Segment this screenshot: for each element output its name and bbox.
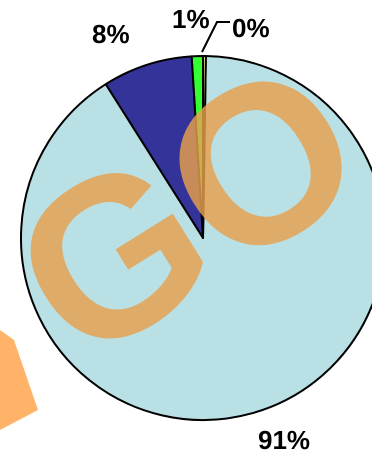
pie-slice-8pct bbox=[104, 55, 204, 239]
slice-label-0: 0% bbox=[232, 13, 270, 43]
leader-line-0 bbox=[201, 21, 230, 53]
pie-slice-0pct bbox=[202, 54, 207, 239]
pie-slices bbox=[20, 54, 372, 421]
pie-labels: 91% 8% 1% 0% bbox=[92, 4, 310, 455]
slice-label-8: 8% bbox=[92, 19, 130, 49]
pie-slice-91pct bbox=[20, 55, 372, 421]
watermark-stroke-left bbox=[0, 330, 38, 430]
slice-label-1: 1% bbox=[172, 4, 210, 34]
slice-label-91: 91% bbox=[258, 425, 310, 455]
